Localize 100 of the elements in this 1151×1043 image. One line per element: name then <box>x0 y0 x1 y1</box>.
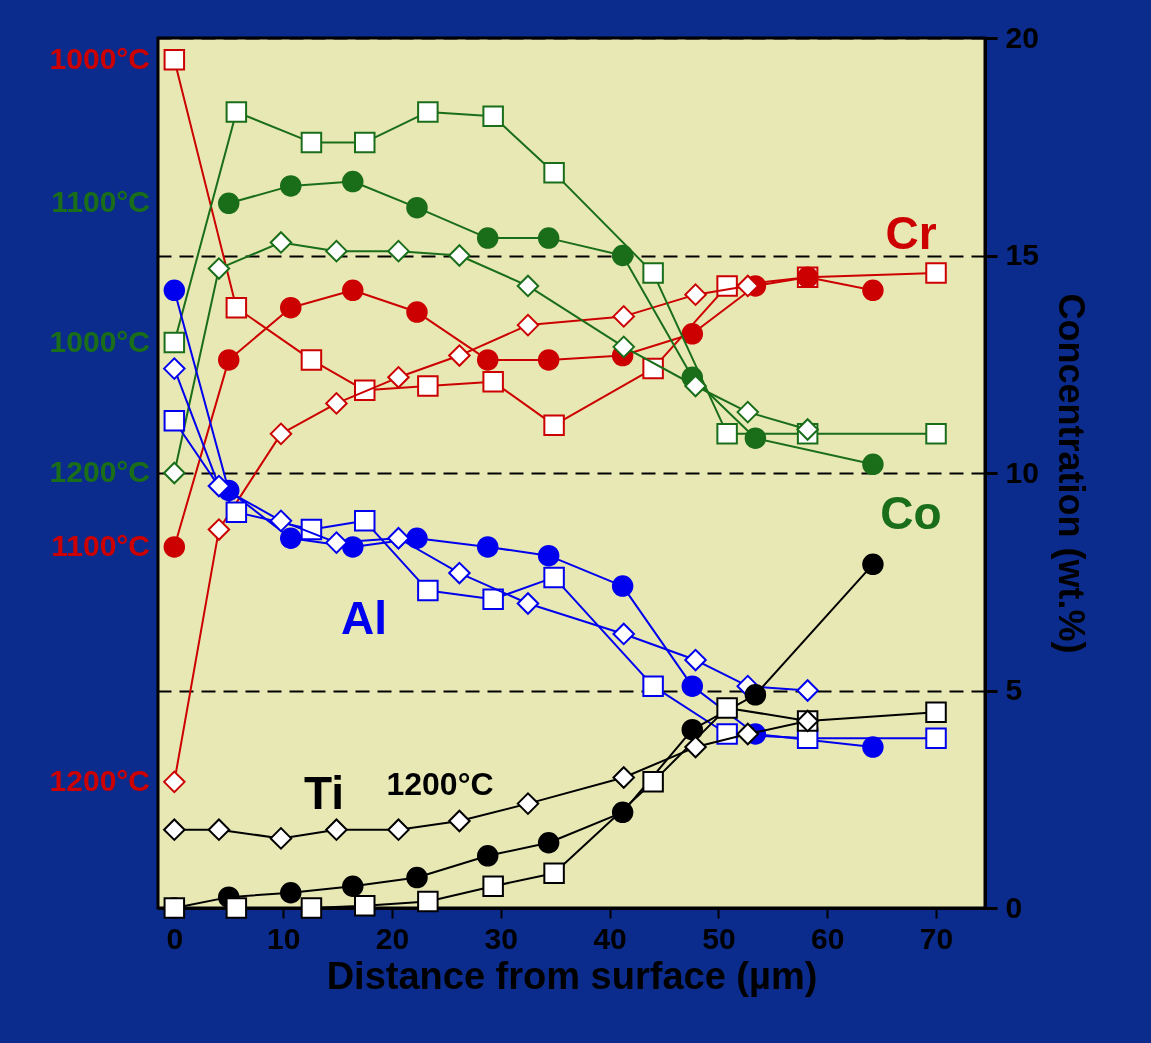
annotation: Co <box>880 487 942 539</box>
point <box>684 374 707 398</box>
series-label: 1200°C <box>49 763 150 797</box>
text: 1100°C <box>51 185 150 219</box>
point <box>681 323 704 345</box>
x-tick-label: 70 <box>919 921 954 955</box>
x-tick-label: 60 <box>811 921 845 955</box>
point <box>225 296 248 319</box>
point <box>448 561 471 585</box>
point <box>448 244 471 267</box>
point <box>207 818 231 841</box>
point <box>642 771 664 793</box>
x-tick-label: 50 <box>702 921 736 955</box>
point <box>207 474 231 498</box>
point <box>642 357 664 380</box>
point <box>163 410 186 432</box>
point <box>482 875 504 897</box>
point <box>217 349 240 371</box>
series-label: 1200°C <box>49 455 150 488</box>
y-tick-label: 0 <box>1005 890 1023 924</box>
point <box>325 392 348 415</box>
point <box>225 101 248 123</box>
point <box>796 679 819 702</box>
point <box>342 170 364 193</box>
point <box>163 49 186 71</box>
point <box>476 845 499 867</box>
point <box>406 196 428 219</box>
point <box>280 175 302 197</box>
point <box>417 375 439 397</box>
annotation: Ti <box>303 767 345 819</box>
point <box>862 453 884 476</box>
point <box>225 501 248 523</box>
x-axis-title: Distance from surface (µm) <box>326 954 818 997</box>
point <box>225 897 248 919</box>
point <box>354 510 376 532</box>
point <box>217 192 240 215</box>
point <box>406 866 428 889</box>
point <box>612 305 635 328</box>
point <box>342 279 364 302</box>
point <box>684 283 707 306</box>
point <box>684 648 707 672</box>
point <box>448 344 471 367</box>
point <box>476 536 499 558</box>
point <box>417 890 439 913</box>
series-label: 1000°C <box>49 41 150 75</box>
point <box>207 257 231 280</box>
series-label: 1100°C <box>51 528 150 562</box>
x-tick-label: 20 <box>375 921 410 955</box>
point <box>925 701 947 723</box>
x-tick-label: 10 <box>266 921 301 955</box>
point <box>796 418 819 441</box>
point <box>543 414 565 436</box>
point <box>736 722 760 746</box>
point <box>537 544 560 567</box>
point <box>642 675 664 697</box>
point <box>516 274 540 298</box>
point <box>417 579 439 602</box>
point <box>387 527 410 550</box>
point <box>325 818 348 841</box>
point <box>482 370 504 393</box>
point <box>269 827 293 850</box>
x-tick-label: 30 <box>484 921 518 955</box>
point <box>163 331 186 354</box>
point <box>163 770 186 794</box>
point <box>681 718 704 741</box>
point <box>482 588 504 610</box>
point <box>163 279 186 302</box>
point <box>269 422 293 446</box>
point <box>516 792 540 815</box>
point <box>280 527 302 549</box>
point <box>862 736 884 758</box>
y-tick-label: 15 <box>1005 238 1039 271</box>
point <box>354 131 376 154</box>
point <box>736 400 760 424</box>
point <box>300 131 323 154</box>
point <box>387 366 410 389</box>
x-tick-label: 0 <box>166 921 184 955</box>
point <box>163 461 186 485</box>
x-tick-label: 40 <box>593 921 627 955</box>
point <box>325 531 348 554</box>
point <box>300 897 323 919</box>
point <box>280 296 302 319</box>
point <box>543 162 565 184</box>
annotation: Cr <box>885 207 937 259</box>
point <box>482 105 504 128</box>
point <box>163 536 186 558</box>
point <box>269 231 293 254</box>
point <box>387 239 410 263</box>
point <box>925 423 947 445</box>
point <box>516 592 540 615</box>
point <box>716 697 738 719</box>
point <box>612 622 635 646</box>
point <box>325 239 348 263</box>
point <box>684 735 707 759</box>
point <box>716 423 738 445</box>
point <box>612 335 635 359</box>
point <box>925 262 947 284</box>
point <box>516 313 540 337</box>
point <box>642 262 664 284</box>
point <box>925 727 947 750</box>
